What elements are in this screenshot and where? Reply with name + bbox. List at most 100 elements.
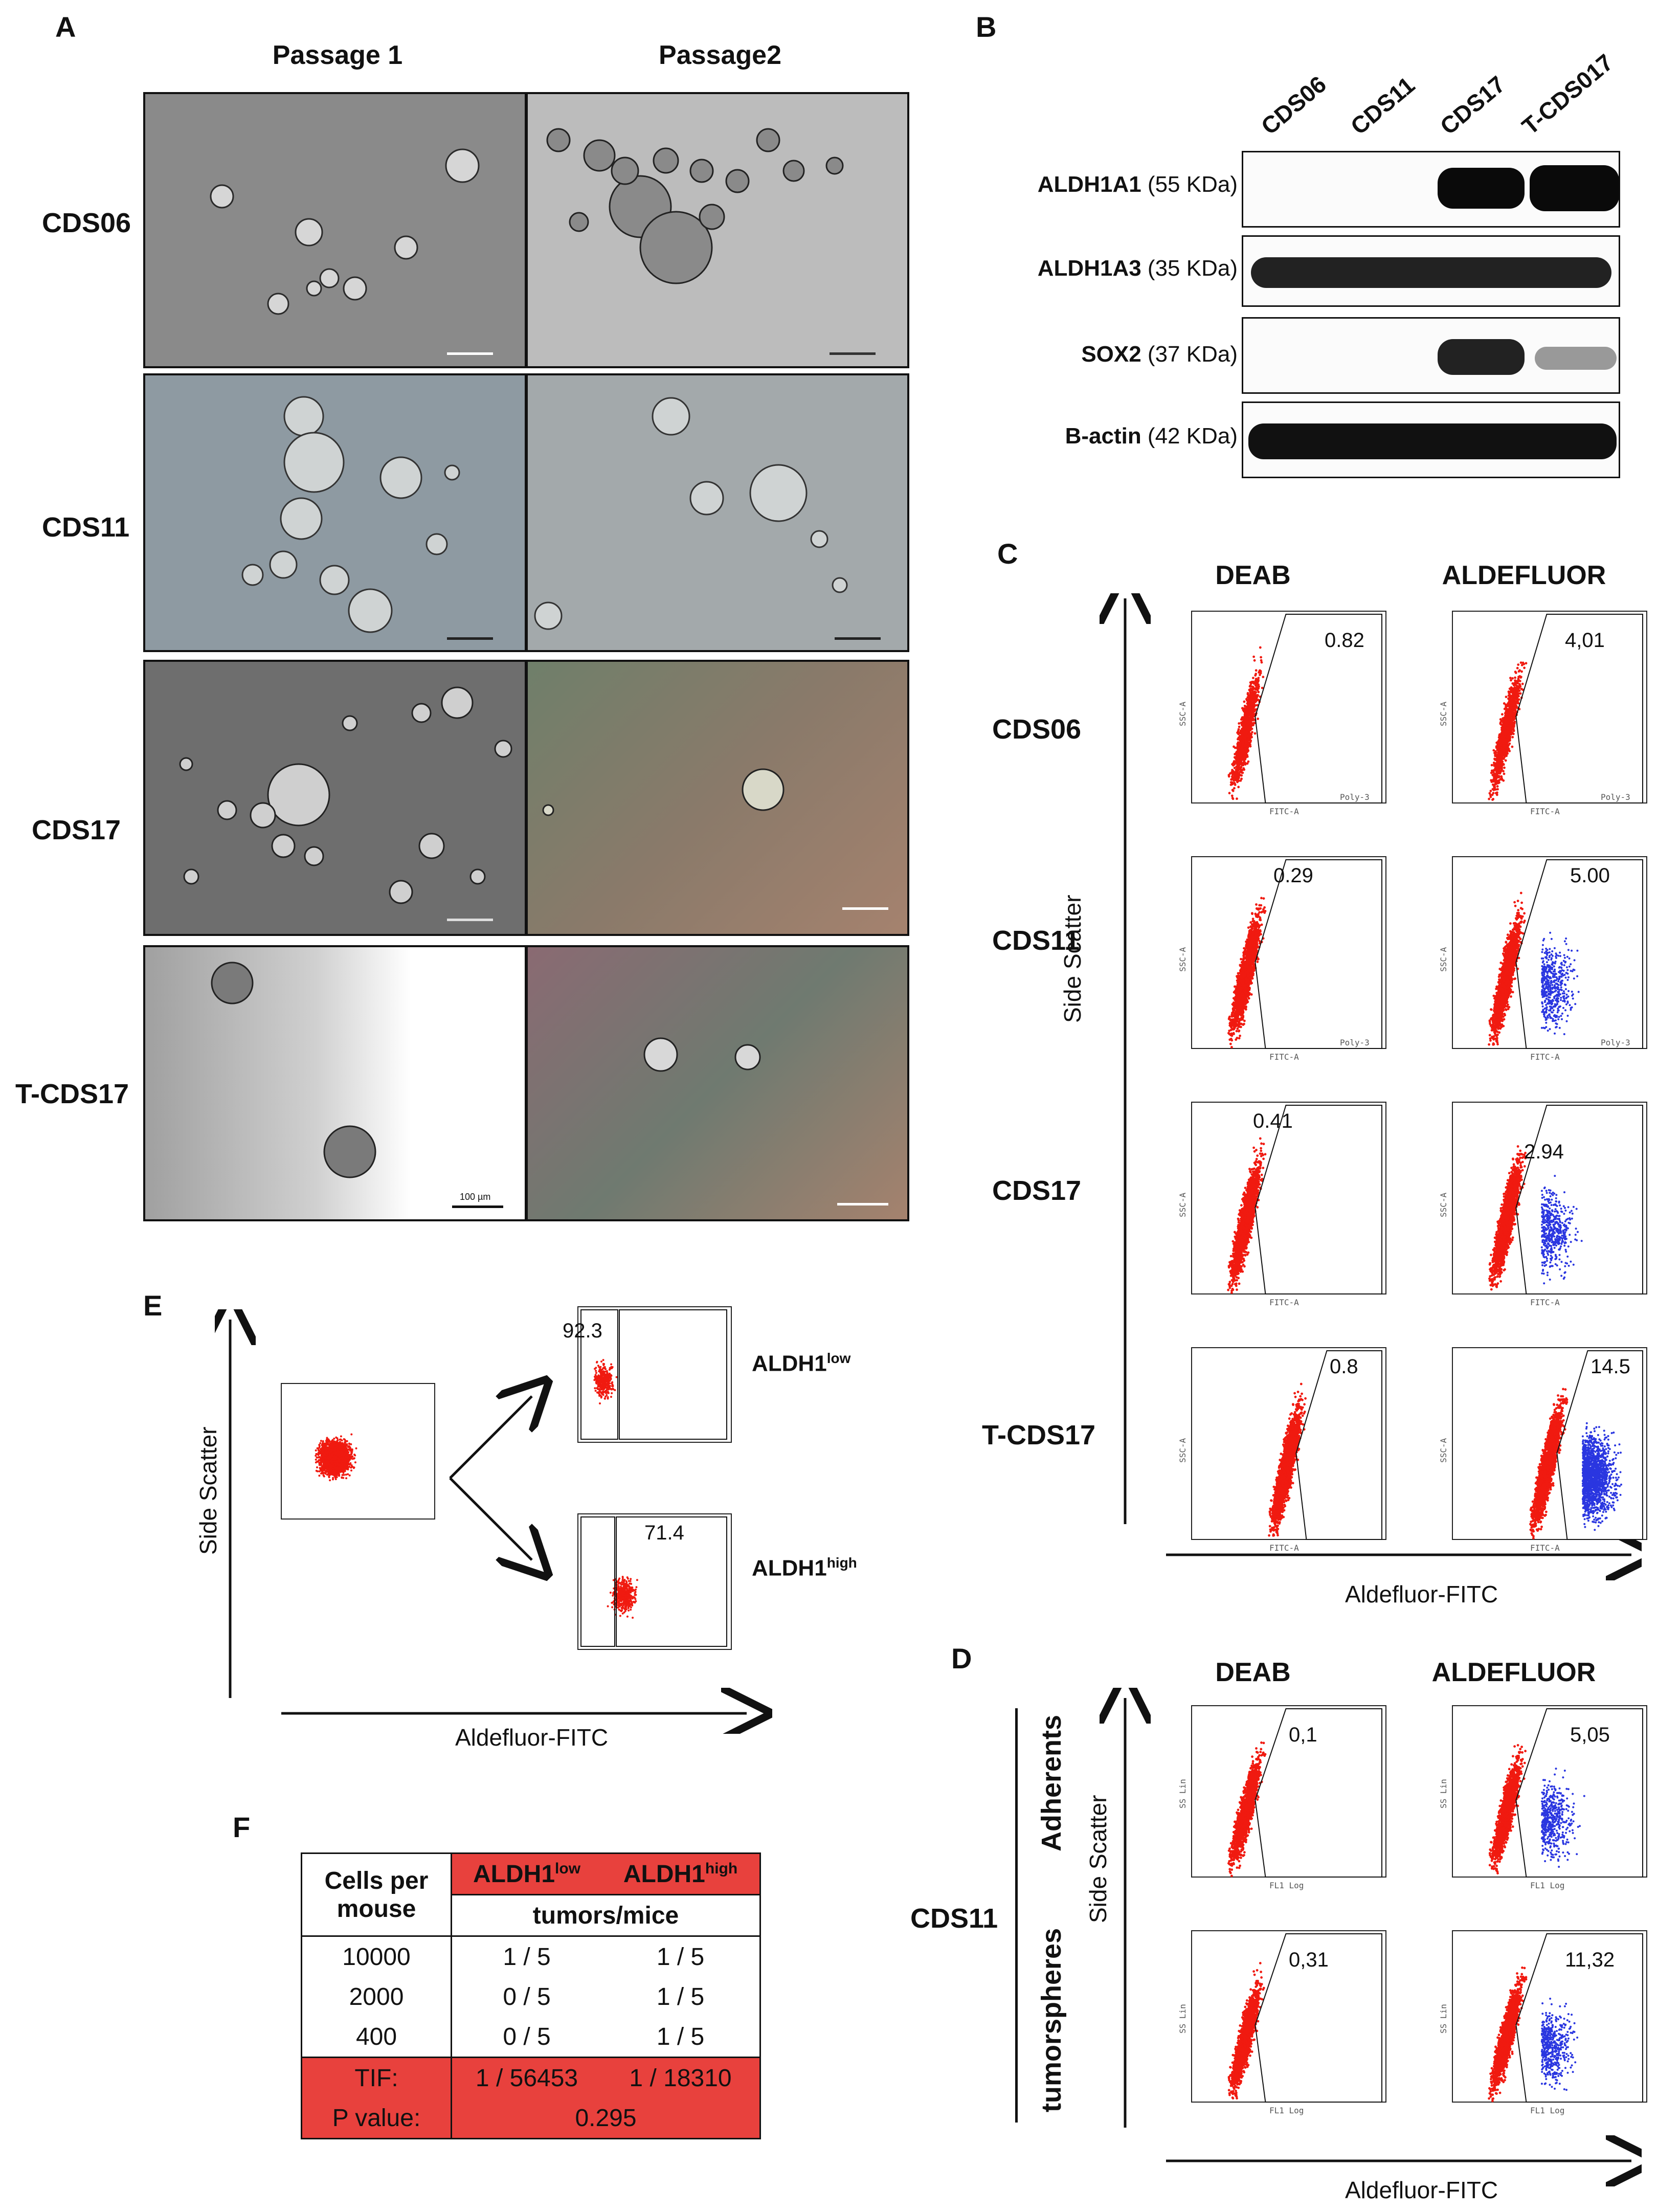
event-dot	[1240, 770, 1243, 773]
blot-sox2	[1242, 317, 1620, 394]
plot-y-label: SSC-A	[1178, 947, 1188, 972]
event-dot	[1228, 1024, 1231, 1027]
event-dot	[1243, 1002, 1246, 1006]
event-dot	[1248, 932, 1251, 935]
event-dot	[1248, 707, 1251, 710]
event-dot	[1239, 762, 1242, 765]
event-dot	[1233, 1013, 1236, 1016]
event-dot	[1239, 980, 1242, 983]
panel-c-row-cds17: CDS17	[992, 1175, 1081, 1207]
event-dot	[1261, 686, 1264, 689]
event-dot	[1247, 942, 1250, 945]
event-dot	[1518, 669, 1521, 672]
event-dot	[1235, 761, 1238, 763]
event-dot	[1260, 659, 1263, 662]
event-dot	[1493, 786, 1496, 789]
event-dot	[1488, 1034, 1491, 1037]
band	[1438, 339, 1525, 375]
event-dot	[1240, 750, 1242, 752]
event-dot	[1489, 795, 1492, 798]
event-dot	[1513, 712, 1515, 714]
blot-bactin	[1242, 401, 1620, 478]
event-dot	[1245, 698, 1248, 701]
event-dot	[1240, 736, 1242, 740]
facs-c-cds06-aldefluor: SSC-A FITC-A Poly-3 4,01	[1422, 604, 1657, 829]
event-dot	[1242, 961, 1245, 964]
event-dot	[1518, 683, 1521, 686]
event-dot	[1237, 999, 1240, 1002]
event-dot	[1235, 1015, 1238, 1018]
event-dot	[1241, 748, 1244, 751]
event-dot	[1238, 1006, 1241, 1009]
event-dot	[1235, 989, 1238, 992]
event-dot	[1243, 1000, 1246, 1003]
event-dot	[1257, 690, 1260, 694]
event-dot	[1236, 758, 1238, 762]
event-dot	[1243, 1007, 1246, 1010]
event-dot	[1503, 702, 1506, 705]
event-dot	[1504, 732, 1507, 735]
event-dot	[1246, 988, 1249, 991]
event-dot	[1257, 683, 1260, 686]
event-dot	[1238, 1037, 1241, 1040]
event-dot	[1518, 680, 1521, 682]
event-dot	[1238, 1021, 1240, 1024]
scale-bar	[452, 1205, 503, 1208]
event-dot	[1245, 971, 1248, 974]
event-dot	[1250, 993, 1253, 996]
event-dot	[1236, 755, 1239, 758]
event-dot	[1242, 989, 1245, 992]
event-dot	[1247, 969, 1250, 972]
event-dot	[1249, 697, 1252, 700]
event-dot	[1249, 966, 1252, 969]
event-dot	[1260, 897, 1263, 900]
event-dot	[1243, 715, 1246, 718]
panel-a-row-cds11: CDS11	[42, 511, 129, 543]
panel-a-letter: A	[55, 10, 76, 43]
event-dot	[1258, 904, 1261, 907]
event-dot	[1248, 951, 1251, 954]
event-dot	[1238, 1023, 1240, 1026]
event-dot	[1238, 1013, 1241, 1016]
event-dot	[1520, 664, 1524, 666]
event-dot	[1244, 739, 1247, 742]
event-dot	[1501, 713, 1504, 716]
event-dot	[1247, 982, 1249, 985]
blot-label-aldh1a1: ALDH1A1 (55 KDa)	[997, 172, 1238, 197]
event-dot	[1257, 686, 1260, 689]
event-dot	[1509, 713, 1512, 716]
event-dot	[1494, 765, 1497, 768]
event-dot	[1495, 772, 1498, 775]
event-dot	[1496, 788, 1499, 791]
event-dot	[1257, 928, 1260, 931]
event-dot	[1231, 777, 1234, 780]
event-dot	[1242, 967, 1245, 970]
event-dot	[1252, 923, 1255, 925]
event-dot	[1250, 694, 1253, 697]
event-dot	[1518, 692, 1520, 695]
event-dot	[1235, 1018, 1238, 1021]
event-dot	[1243, 743, 1246, 746]
event-dot	[1513, 717, 1516, 720]
event-dot	[1503, 766, 1506, 769]
event-dot	[1251, 699, 1255, 702]
facs-c-cds06-deab: SSC-A FITC-A Poly-3 0.82	[1161, 604, 1396, 829]
event-dot	[1237, 1030, 1240, 1033]
event-dot	[1243, 1019, 1246, 1022]
event-dot	[1245, 742, 1247, 745]
panel-c-row-cds06: CDS06	[992, 713, 1081, 745]
event-dot	[1237, 786, 1240, 789]
event-dot	[1511, 709, 1514, 712]
event-dot	[1500, 728, 1504, 730]
event-dot	[1243, 723, 1246, 726]
event-dot	[1251, 696, 1253, 699]
event-dot	[1251, 731, 1253, 734]
event-dot	[1238, 759, 1241, 762]
event-dot	[1516, 686, 1519, 689]
event-dot	[1253, 659, 1256, 662]
plot-frame	[1191, 856, 1386, 1049]
event-dot	[1259, 669, 1261, 672]
event-dot	[1249, 921, 1252, 924]
micrograph-cds06-p2	[526, 92, 909, 368]
event-dot	[1500, 757, 1503, 760]
